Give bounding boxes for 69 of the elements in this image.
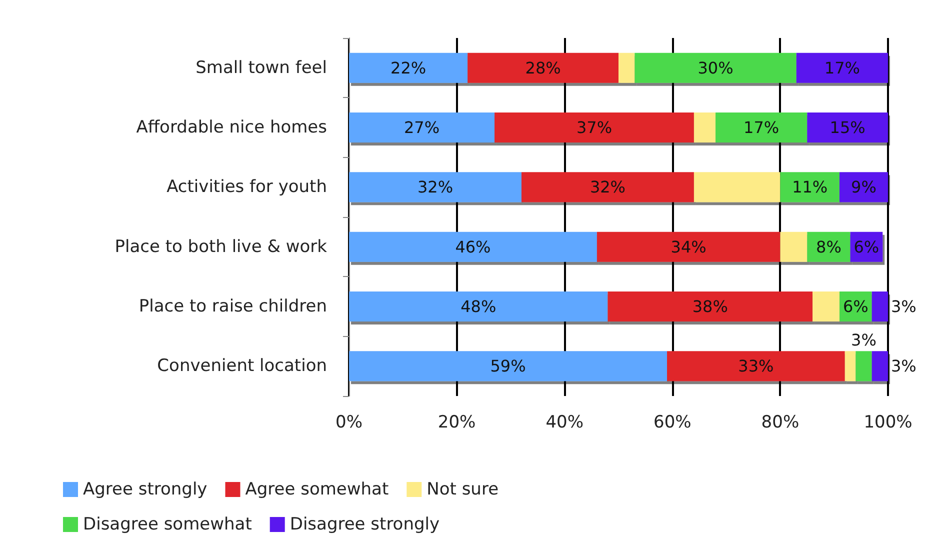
data-label: 22% — [390, 58, 426, 78]
data-label: 9% — [851, 178, 876, 197]
data-label: 3% — [891, 297, 916, 316]
data-label: 32% — [417, 178, 454, 197]
x-tick-label: 80% — [761, 412, 800, 432]
data-label: 32% — [590, 178, 626, 197]
y-tick-label: Convenient location — [157, 356, 327, 376]
y-tick-label: Small town feel — [196, 58, 327, 78]
bar — [812, 292, 840, 322]
bar — [349, 52, 468, 83]
x-tick-label: 20% — [438, 412, 476, 432]
data-label: 34% — [670, 237, 706, 256]
data-label: 38% — [692, 297, 728, 316]
bar — [349, 172, 522, 202]
data-label: 15% — [830, 118, 866, 137]
x-tick-label: 0% — [336, 412, 362, 432]
legend-label: Agree strongly — [83, 480, 208, 500]
bar — [618, 52, 635, 83]
bar — [667, 351, 845, 382]
legend-label: Disagree strongly — [290, 514, 440, 534]
bar — [596, 232, 780, 262]
legend-label: Disagree somewhat — [83, 514, 252, 534]
bar — [349, 292, 608, 322]
data-label: 6% — [842, 297, 868, 316]
bar — [349, 232, 597, 262]
bar — [844, 351, 856, 382]
data-label: 59% — [490, 356, 526, 376]
data-label: 33% — [738, 356, 774, 376]
bar — [716, 112, 808, 142]
legend-label: Not sure — [426, 480, 499, 500]
bar — [468, 52, 618, 83]
bar — [634, 52, 796, 83]
data-label: 8% — [816, 237, 842, 256]
data-label: 3% — [891, 356, 916, 376]
bar — [780, 172, 840, 202]
bar — [494, 112, 694, 142]
bar — [608, 292, 813, 322]
data-label: 17% — [824, 58, 860, 78]
data-label: 27% — [404, 118, 440, 137]
data-label: 3% — [851, 330, 876, 350]
data-label: 46% — [455, 237, 491, 256]
bar — [807, 232, 850, 262]
bar — [856, 351, 872, 382]
bar — [780, 232, 808, 262]
data-label: 37% — [576, 118, 612, 137]
bar — [807, 112, 888, 142]
bar — [521, 172, 694, 202]
data-label: 30% — [698, 58, 734, 78]
bar — [872, 292, 888, 322]
data-label: 48% — [460, 297, 496, 316]
bar — [694, 172, 780, 202]
y-tick-label: Place to both live & work — [114, 236, 328, 257]
data-label: 28% — [525, 58, 561, 78]
bar — [349, 351, 668, 382]
x-tick-label: 40% — [546, 412, 584, 432]
legend-label: Agree somewhat — [245, 480, 389, 500]
data-label: 6% — [854, 237, 880, 256]
bar — [872, 351, 888, 382]
bar — [349, 112, 495, 142]
y-tick-label: Affordable nice homes — [136, 118, 328, 138]
bar — [796, 52, 888, 83]
bar — [694, 112, 716, 142]
x-tick-label: 60% — [654, 412, 692, 432]
data-label: 11% — [792, 178, 828, 197]
x-tick-label: 100% — [864, 412, 912, 432]
y-tick-label: Place to raise children — [138, 296, 327, 316]
data-label: 17% — [744, 118, 780, 137]
bar — [839, 172, 888, 202]
y-tick-label: Activities for youth — [166, 177, 327, 198]
